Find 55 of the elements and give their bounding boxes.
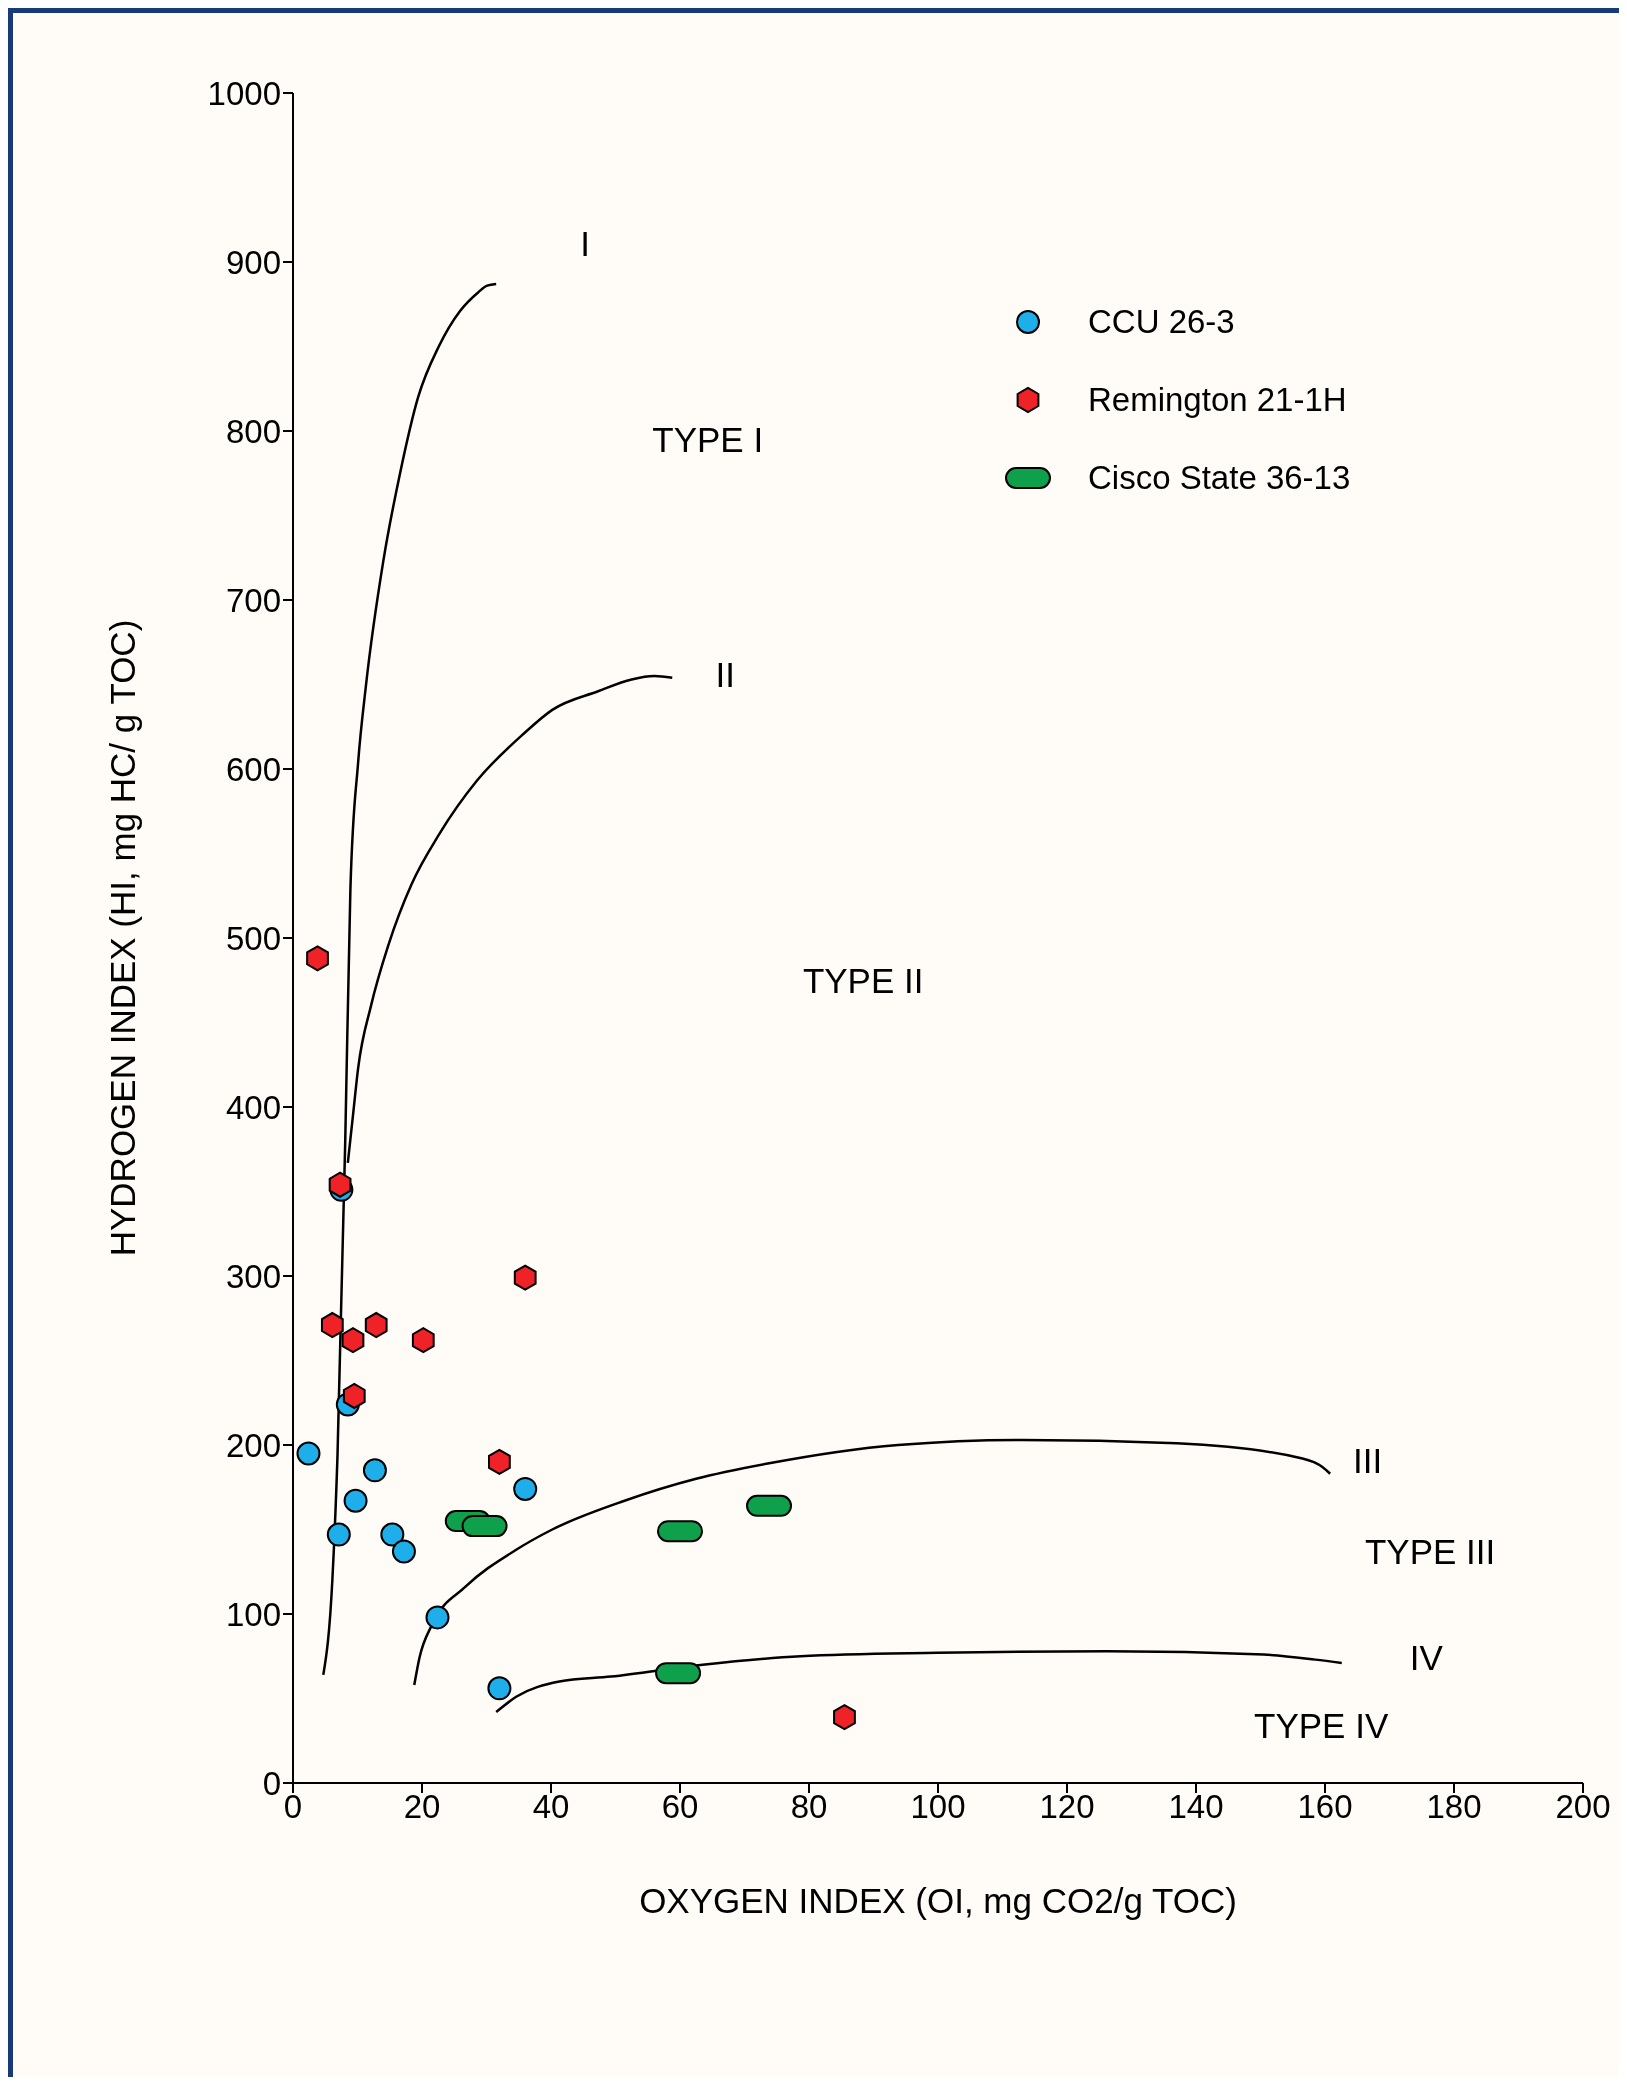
point: [326, 1522, 351, 1547]
y-tick-label: 1000: [207, 74, 281, 112]
point: [364, 1312, 388, 1339]
y-tick-label: 800: [225, 412, 281, 450]
y-tick-label: 100: [225, 1595, 281, 1633]
x-tick-label: 80: [790, 1788, 828, 1826]
x-axis-title: OXYGEN INDEX (OI, mg CO2/g TOC): [639, 1881, 1237, 1920]
annotation: III: [1352, 1440, 1383, 1480]
point: [343, 1488, 368, 1513]
y-tick-label: 0: [262, 1764, 281, 1802]
legend-label: CCU 26-3: [1088, 303, 1235, 341]
y-axis-title: HYDROGEN INDEX (HI, mg HC/ g TOC): [103, 619, 143, 1257]
x-tick-label: 60: [661, 1788, 699, 1826]
point: [833, 1704, 856, 1731]
x-tick-label: 120: [1039, 1788, 1095, 1826]
point: [513, 1476, 538, 1501]
y-tick-label: 200: [225, 1426, 281, 1464]
y-tick-label: 500: [225, 919, 281, 957]
annotation: TYPE III: [1364, 1531, 1496, 1571]
point: [296, 1441, 321, 1466]
annotation: II: [715, 654, 735, 694]
annotation: TYPE IV: [1254, 1705, 1389, 1745]
annotation: TYPE II: [802, 960, 924, 1000]
x-tick-label: 180: [1426, 1788, 1482, 1826]
point: [306, 945, 329, 972]
x-tick-label: 20: [403, 1788, 441, 1826]
annotation: IV: [1409, 1638, 1444, 1678]
point: [380, 1522, 405, 1547]
x-tick-label: 40: [532, 1788, 570, 1826]
legend-label: Remington 21-1H: [1088, 381, 1347, 419]
y-tick-label: 400: [225, 1088, 281, 1126]
point: [362, 1458, 387, 1483]
x-tick-label: 200: [1555, 1788, 1611, 1826]
point: [513, 1264, 537, 1291]
annotation: I: [580, 223, 591, 263]
line-series: [494, 1649, 1344, 1714]
point: [488, 1448, 511, 1475]
x-tick-label: 140: [1168, 1788, 1224, 1826]
y-tick-label: 300: [225, 1257, 281, 1295]
annotation: TYPE I: [652, 419, 764, 459]
point: [342, 1382, 366, 1409]
point: [487, 1676, 512, 1701]
y-tick-label: 600: [225, 750, 281, 788]
line-series: [413, 1438, 1332, 1687]
point: [391, 1539, 416, 1564]
point: [328, 1171, 352, 1198]
x-tick-label: 160: [1297, 1788, 1353, 1826]
point: [411, 1327, 435, 1354]
point: [425, 1605, 450, 1630]
y-tick-label: 900: [225, 243, 281, 281]
point: [341, 1327, 365, 1354]
x-tick-label: 100: [910, 1788, 966, 1826]
point: [320, 1312, 344, 1339]
legend-label: Cisco State 36-13: [1088, 459, 1351, 497]
y-tick-label: 700: [225, 581, 281, 619]
